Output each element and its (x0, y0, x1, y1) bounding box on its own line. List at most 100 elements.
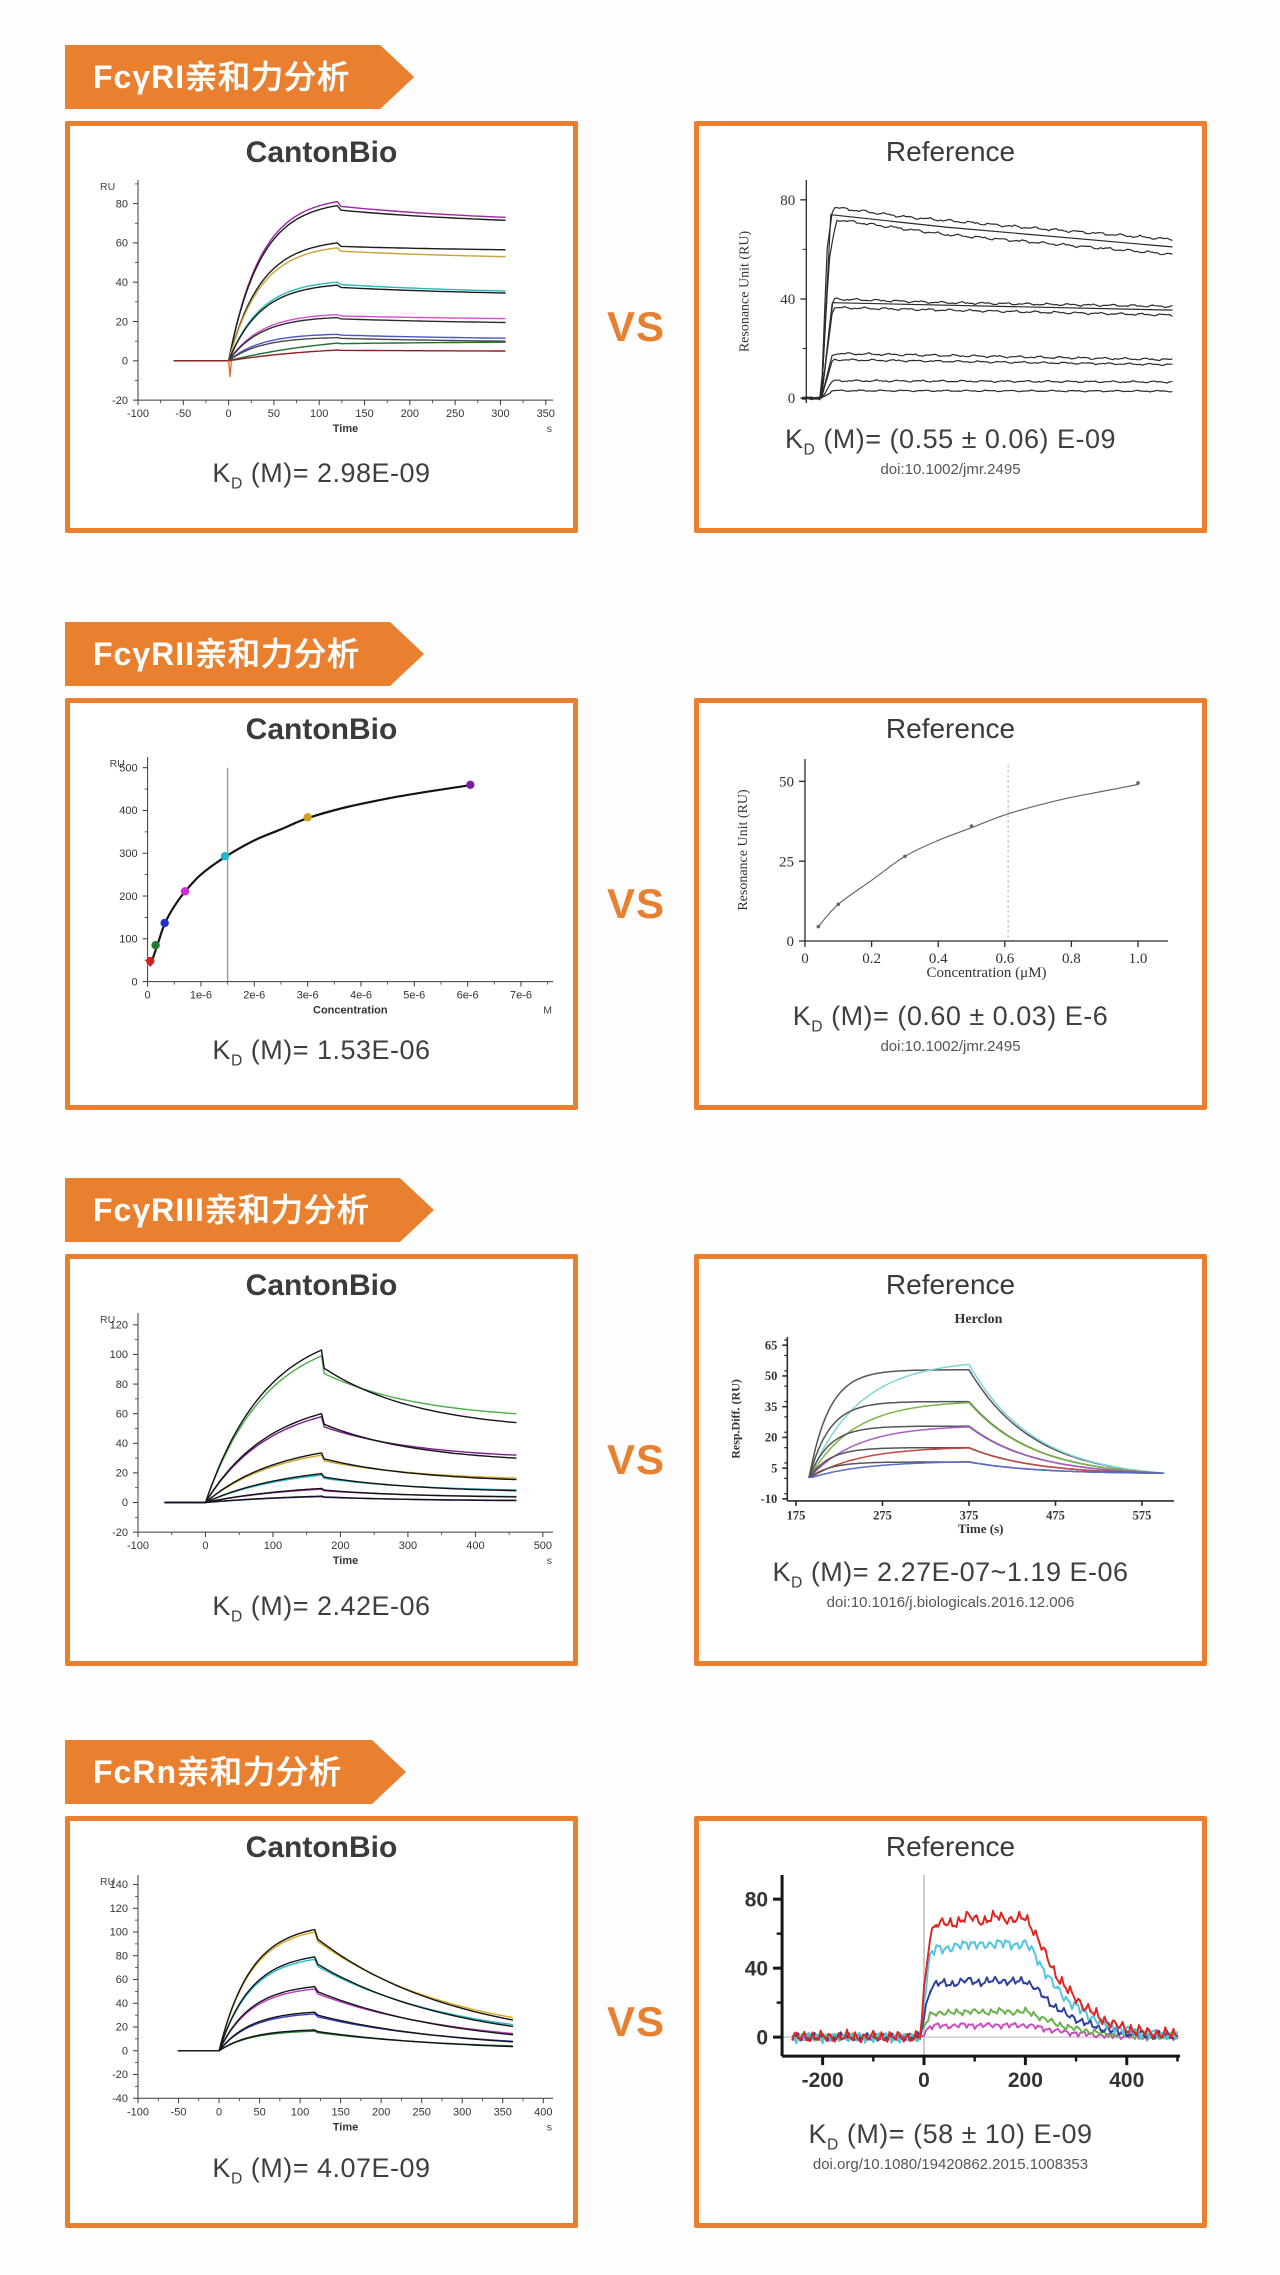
svg-text:M: M (543, 1005, 552, 1017)
svg-text:120: 120 (110, 1903, 128, 1915)
kd-value: KD (M)= (0.60 ± 0.03) E-6 (792, 1001, 1109, 1036)
svg-text:0.4: 0.4 (929, 951, 948, 967)
svg-text:2e-6: 2e-6 (243, 990, 265, 1002)
section-fcgriii: FcγRIII亲和力分析 CantonBio -20 0 20 40 60 80 100 12… (0, 1178, 1280, 1666)
kd-value: KD (M)= (58 ± 10) E-09 (808, 2119, 1093, 2154)
svg-text:0: 0 (801, 951, 809, 967)
svg-text:50: 50 (765, 1369, 778, 1383)
svg-text:Time: Time (333, 423, 358, 435)
svg-text:60: 60 (116, 238, 128, 250)
svg-text:0: 0 (202, 1540, 208, 1552)
svg-text:100: 100 (291, 2106, 309, 2118)
svg-text:-100: -100 (127, 1540, 149, 1552)
svg-text:40: 40 (745, 1957, 768, 1980)
panel-title: Reference (885, 136, 1016, 167)
svg-text:0.2: 0.2 (862, 951, 881, 967)
svg-text:50: 50 (779, 774, 794, 790)
section-banner-fcgri: FcγRI亲和力分析 (65, 45, 414, 109)
svg-text:175: 175 (787, 1508, 806, 1522)
comparison-row: CantonBio -20 0 20 40 60 80 100 120 -100 0 100 200 3… (65, 1254, 1280, 1666)
svg-text:200: 200 (1008, 2069, 1043, 2092)
svg-text:500: 500 (534, 1540, 552, 1552)
svg-text:200: 200 (119, 891, 137, 903)
svg-text:250: 250 (413, 2106, 431, 2118)
section-banner-fcgrii: FcγRII亲和力分析 (65, 622, 424, 686)
svg-text:400: 400 (1109, 2069, 1144, 2092)
svg-text:0: 0 (756, 2026, 768, 2049)
doi-reference: doi:10.1016/j.biologicals.2016.12.006 (826, 1594, 1075, 1612)
svg-text:400: 400 (119, 805, 137, 817)
svg-text:200: 200 (372, 2106, 390, 2118)
comparison-row: CantonBio -20 0 20 40 60 80 -100 -50 0 50 100 150 20… (65, 121, 1280, 533)
section-banner-fcgriii: FcγRIII亲和力分析 (65, 1178, 434, 1242)
svg-text:80: 80 (116, 198, 128, 210)
svg-text:400: 400 (534, 2106, 552, 2118)
svg-text:1e-6: 1e-6 (190, 990, 212, 1002)
svg-text:-20: -20 (112, 395, 128, 407)
svg-text:60: 60 (116, 1974, 128, 1986)
svg-text:80: 80 (116, 1950, 128, 1962)
svg-text:100: 100 (119, 934, 137, 946)
banner-label: FcγRIII亲和力分析 (93, 1192, 370, 1228)
panel-title: CantonBio (245, 1269, 398, 1302)
svg-text:120: 120 (110, 1320, 128, 1332)
svg-text:20: 20 (765, 1431, 778, 1445)
panel-title: CantonBio (245, 1831, 398, 1864)
svg-text:Resonance Unit (RU): Resonance Unit (RU) (737, 231, 752, 353)
cantonbio-panel-fcgriii: CantonBio -20 0 20 40 60 80 100 120 -100 0 100 200 3… (65, 1254, 578, 1666)
kd-value: KD (M)= 2.42E-06 (212, 1591, 431, 1626)
svg-text:100: 100 (264, 1540, 282, 1552)
svg-text:0: 0 (131, 976, 137, 988)
svg-text:200: 200 (401, 408, 419, 420)
reference-panel-fcgrii: Reference 0 25 50 0 0.2 0.4 0.6 0.8 1.0 Resonance… (694, 698, 1207, 1110)
svg-text:400: 400 (466, 1540, 484, 1552)
svg-text:0.6: 0.6 (995, 951, 1014, 967)
svg-text:475: 475 (1046, 1508, 1065, 1522)
svg-text:0: 0 (145, 990, 151, 1002)
banner-label: FcγRI亲和力分析 (93, 59, 351, 95)
svg-text:100: 100 (110, 1927, 128, 1939)
svg-text:Resonance Unit (RU): Resonance Unit (RU) (736, 789, 751, 911)
svg-text:375: 375 (960, 1508, 979, 1522)
svg-text:Concentration (μM): Concentration (μM) (926, 965, 1046, 981)
svg-text:s: s (547, 1555, 552, 1567)
svg-text:150: 150 (355, 408, 373, 420)
svg-text:40: 40 (116, 1438, 128, 1450)
svg-text:300: 300 (119, 848, 137, 860)
svg-text:80: 80 (116, 1379, 128, 1391)
fcgrii-reference-chart: 0 25 50 0 0.2 0.4 0.6 0.8 1.0 Resonance Unit (RU)… (736, 759, 1168, 981)
svg-text:0: 0 (786, 934, 794, 950)
svg-text:20: 20 (116, 2022, 128, 2034)
svg-text:20: 20 (116, 316, 128, 328)
panel-title: CantonBio (245, 136, 398, 169)
svg-text:Herclon: Herclon (955, 1312, 1003, 1327)
svg-text:Concentration: Concentration (313, 1005, 388, 1017)
doi-reference: doi:10.1002/jmr.2495 (880, 1038, 1021, 1056)
svg-text:7e-6: 7e-6 (510, 990, 532, 1002)
svg-text:100: 100 (110, 1349, 128, 1361)
vs-label: VS (606, 1998, 666, 2045)
reference-panel-fcgriii: Reference -10 5 20 35 50 65 175 275 375 475 575 Res… (694, 1254, 1207, 1666)
svg-text:50: 50 (268, 408, 280, 420)
svg-text:-200: -200 (802, 2069, 844, 2092)
panel-title: Reference (885, 1831, 1016, 1862)
cantonbio-panel-fcrn: CantonBio -40 -20 0 20 40 60 80 100 120 140 -100 -5… (65, 1816, 578, 2228)
svg-text:80: 80 (745, 1888, 768, 1911)
svg-text:0.8: 0.8 (1062, 951, 1081, 967)
kd-value: KD (M)= 1.53E-06 (212, 1035, 431, 1070)
section-fcgri: FcγRI亲和力分析 CantonBio -20 0 20 40 60 80 -100 -50… (0, 45, 1280, 533)
svg-text:0: 0 (918, 2069, 930, 2092)
section-fcgrii: FcγRII亲和力分析 CantonBio 0 100 200 300 400 500 0 1… (0, 622, 1280, 1110)
svg-text:-50: -50 (171, 2106, 187, 2118)
cantonbio-panel-fcgrii: CantonBio 0 100 200 300 400 500 0 1e-6 2e-6 3e-6 4… (65, 698, 578, 1110)
banner-label: FcγRII亲和力分析 (93, 636, 361, 672)
svg-text:3e-6: 3e-6 (297, 990, 319, 1002)
svg-text:5: 5 (771, 1461, 777, 1475)
svg-text:350: 350 (537, 408, 555, 420)
svg-text:200: 200 (331, 1540, 349, 1552)
svg-text:25: 25 (779, 854, 794, 870)
svg-text:575: 575 (1133, 1508, 1152, 1522)
svg-text:-10: -10 (761, 1492, 778, 1506)
kd-value: KD (M)= 2.98E-09 (212, 458, 431, 493)
svg-text:-100: -100 (127, 2106, 149, 2118)
